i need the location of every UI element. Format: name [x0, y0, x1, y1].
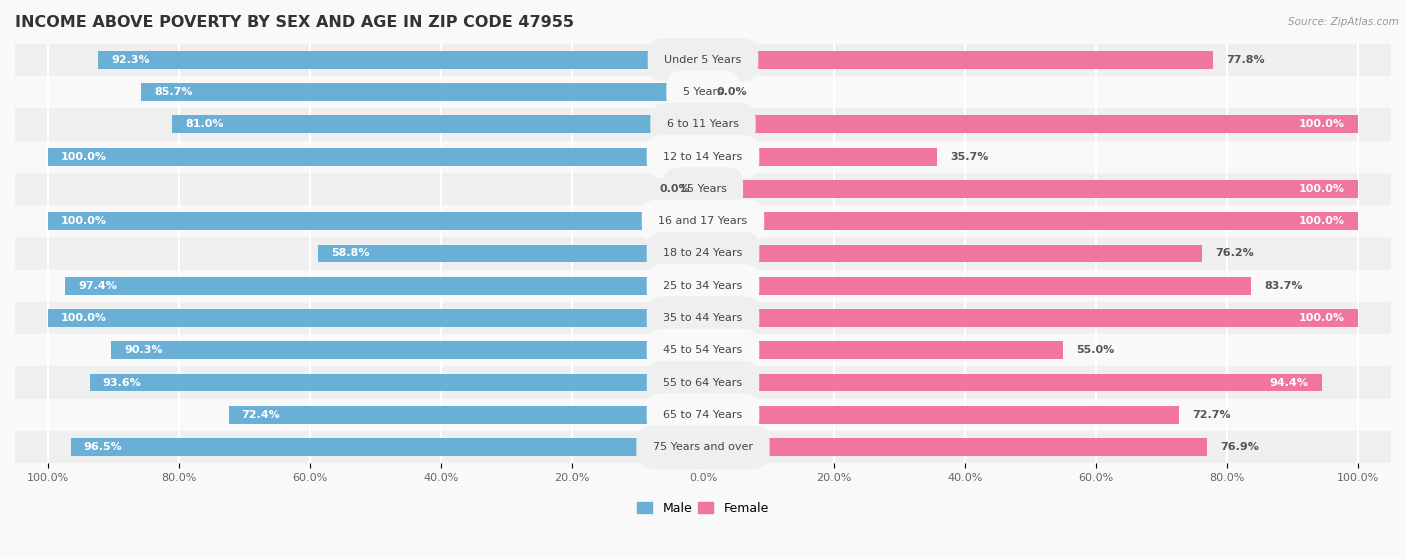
Text: 90.3%: 90.3% — [124, 345, 163, 356]
Text: 55.0%: 55.0% — [1077, 345, 1115, 356]
Bar — [65, 277, 703, 295]
Text: 55 to 64 Years: 55 to 64 Years — [664, 378, 742, 387]
Text: 6 to 11 Years: 6 to 11 Years — [666, 120, 740, 129]
Bar — [703, 374, 1322, 391]
Text: 100.0%: 100.0% — [60, 151, 107, 162]
Text: 18 to 24 Years: 18 to 24 Years — [664, 249, 742, 258]
Text: 76.9%: 76.9% — [1220, 442, 1258, 452]
Text: 100.0%: 100.0% — [60, 216, 107, 226]
Bar — [90, 374, 703, 391]
Bar — [229, 406, 703, 424]
Text: 96.5%: 96.5% — [84, 442, 122, 452]
Text: 58.8%: 58.8% — [330, 249, 370, 258]
Bar — [15, 108, 1391, 140]
Bar — [70, 438, 703, 456]
Bar — [15, 76, 1391, 108]
Text: 93.6%: 93.6% — [103, 378, 142, 387]
Bar — [318, 245, 703, 262]
Bar — [48, 148, 703, 165]
Text: 85.7%: 85.7% — [155, 87, 193, 97]
Text: 16 and 17 Years: 16 and 17 Years — [658, 216, 748, 226]
Bar — [15, 367, 1391, 399]
Text: Source: ZipAtlas.com: Source: ZipAtlas.com — [1288, 17, 1399, 27]
Text: 75 Years and over: 75 Years and over — [652, 442, 754, 452]
Text: 100.0%: 100.0% — [1299, 120, 1346, 129]
Text: 45 to 54 Years: 45 to 54 Years — [664, 345, 742, 356]
Bar — [703, 180, 1358, 198]
Text: 97.4%: 97.4% — [77, 281, 117, 291]
Text: 76.2%: 76.2% — [1215, 249, 1254, 258]
Text: 72.7%: 72.7% — [1192, 410, 1232, 420]
Text: 83.7%: 83.7% — [1264, 281, 1303, 291]
Bar — [703, 245, 1202, 262]
Text: 81.0%: 81.0% — [186, 120, 224, 129]
Bar — [111, 342, 703, 359]
Bar — [703, 309, 1358, 327]
Bar — [15, 302, 1391, 334]
Bar — [703, 277, 1251, 295]
Bar — [703, 148, 936, 165]
Bar — [15, 44, 1391, 76]
Bar — [15, 140, 1391, 173]
Text: INCOME ABOVE POVERTY BY SEX AND AGE IN ZIP CODE 47955: INCOME ABOVE POVERTY BY SEX AND AGE IN Z… — [15, 15, 574, 30]
Bar — [15, 431, 1391, 463]
Text: 25 to 34 Years: 25 to 34 Years — [664, 281, 742, 291]
Text: 100.0%: 100.0% — [60, 313, 107, 323]
Bar — [98, 51, 703, 69]
Text: 65 to 74 Years: 65 to 74 Years — [664, 410, 742, 420]
Text: 12 to 14 Years: 12 to 14 Years — [664, 151, 742, 162]
Text: 100.0%: 100.0% — [1299, 216, 1346, 226]
Bar — [703, 51, 1213, 69]
Text: 77.8%: 77.8% — [1226, 55, 1264, 65]
Text: Under 5 Years: Under 5 Years — [665, 55, 741, 65]
Bar — [48, 212, 703, 230]
Text: 92.3%: 92.3% — [111, 55, 150, 65]
Bar — [703, 438, 1206, 456]
Text: 15 Years: 15 Years — [679, 184, 727, 194]
Text: 94.4%: 94.4% — [1270, 378, 1309, 387]
Bar — [15, 399, 1391, 431]
Bar — [15, 205, 1391, 238]
Text: 100.0%: 100.0% — [1299, 184, 1346, 194]
Bar — [15, 238, 1391, 269]
Legend: Male, Female: Male, Female — [633, 497, 773, 520]
Bar — [703, 342, 1063, 359]
Bar — [703, 116, 1358, 133]
Text: 0.0%: 0.0% — [716, 87, 747, 97]
Bar — [48, 309, 703, 327]
Bar — [703, 212, 1358, 230]
Text: 5 Years: 5 Years — [683, 87, 723, 97]
Bar — [15, 269, 1391, 302]
Text: 100.0%: 100.0% — [1299, 313, 1346, 323]
Text: 35 to 44 Years: 35 to 44 Years — [664, 313, 742, 323]
Bar — [173, 116, 703, 133]
Bar — [703, 406, 1180, 424]
Bar — [15, 334, 1391, 367]
Text: 0.0%: 0.0% — [659, 184, 690, 194]
Bar — [142, 83, 703, 101]
Text: 72.4%: 72.4% — [242, 410, 280, 420]
Bar — [15, 173, 1391, 205]
Text: 35.7%: 35.7% — [950, 151, 988, 162]
